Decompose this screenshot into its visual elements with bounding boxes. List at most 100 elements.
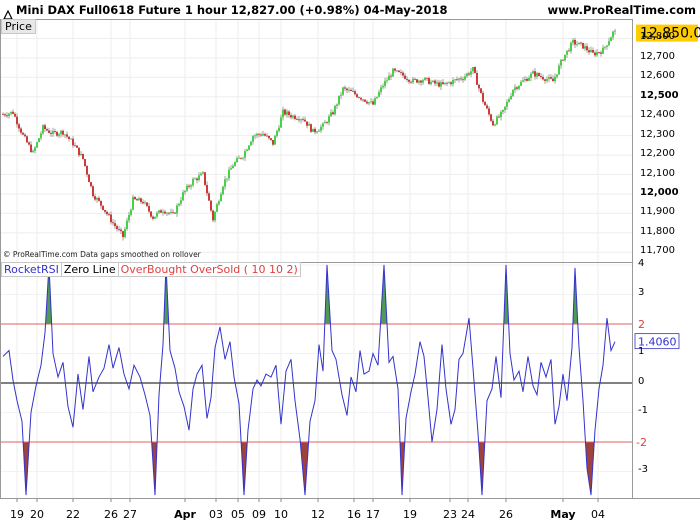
candle-body (280, 117, 282, 128)
candle-body (60, 130, 62, 135)
candle-body (406, 78, 408, 80)
candle-body (554, 76, 556, 82)
candle-body (26, 136, 28, 143)
candle-body (596, 52, 598, 56)
candle-body (178, 203, 180, 206)
x-tick-label: 24 (461, 508, 475, 521)
candle-body (226, 178, 228, 180)
candle-body (334, 105, 336, 115)
candle-body (356, 94, 358, 98)
candle-body (608, 41, 610, 46)
site-link[interactable]: www.ProRealTime.com (547, 3, 696, 17)
candle-body (502, 109, 504, 112)
candle-body (246, 149, 248, 152)
candle-body (590, 49, 592, 53)
oversold-fill (23, 441, 30, 496)
candle-body (72, 138, 74, 146)
data-credit: © ProRealTime.com Data gaps smoothed on … (3, 250, 201, 259)
candle-body (192, 178, 194, 186)
oversold-fill (478, 441, 485, 496)
candle-body (328, 116, 330, 123)
x-tick-label: 10 (274, 508, 288, 521)
candle-body (404, 75, 406, 79)
candle-body (38, 138, 40, 143)
candle-body (172, 211, 174, 213)
candle-body (118, 229, 120, 230)
candle-body (174, 212, 176, 214)
candle-body (416, 79, 418, 83)
price-panel-label[interactable]: Price (1, 19, 36, 34)
candle-body (98, 198, 100, 201)
candle-body (390, 75, 392, 77)
oversold-fill (241, 441, 248, 496)
instrument-icon (3, 5, 13, 20)
candle-body (184, 190, 186, 193)
candle-body (534, 71, 536, 77)
candle-body (290, 115, 292, 118)
candle-body (76, 145, 78, 148)
candle-body (498, 116, 500, 118)
candle-body (42, 125, 44, 134)
candle-body (268, 135, 270, 139)
overbought-tag: 2 (638, 318, 645, 331)
candle-body (194, 178, 196, 180)
candle-body (330, 112, 332, 117)
candle-body (232, 165, 234, 169)
candle-body (520, 81, 522, 86)
candle-body (560, 59, 562, 66)
candle-body (578, 42, 580, 45)
candle-body (142, 201, 144, 204)
candle-body (346, 88, 348, 91)
candle-body (46, 129, 48, 131)
candle-body (154, 216, 156, 219)
candle-body (6, 115, 8, 117)
candle-body (260, 134, 262, 136)
candle-body (108, 214, 110, 215)
price-y-tick: 12,100 (640, 167, 675, 179)
candle-body (582, 42, 584, 49)
candle-body (432, 80, 434, 82)
candle-body (82, 153, 84, 160)
candle-body (430, 81, 432, 85)
candle-body (84, 159, 86, 167)
legend-zero-line[interactable]: Zero Line (60, 263, 118, 276)
candle-body (278, 127, 280, 131)
candle-body (412, 78, 414, 83)
candle-body (302, 119, 304, 121)
candle-body (250, 141, 252, 146)
candle-body (322, 123, 324, 127)
candle-body (352, 91, 354, 92)
candle-body (66, 134, 68, 137)
candle-body (468, 73, 470, 75)
candle-body (204, 172, 206, 185)
x-tick-label: 03 (209, 508, 223, 521)
candle-body (14, 113, 16, 117)
legend-rocketrsi[interactable]: RocketRSI (4, 263, 59, 276)
candle-body (428, 78, 430, 85)
candle-body (576, 44, 578, 46)
rocketrsi-line (2, 264, 616, 496)
candle-body (282, 109, 284, 118)
candle-body (104, 210, 106, 212)
candle-body (212, 210, 214, 221)
candle-body (434, 80, 436, 84)
candle-body (344, 87, 346, 89)
legend-overbought-oversold[interactable]: OverBought OverSold ( 10 10 2) (117, 263, 300, 276)
candle-body (606, 45, 608, 47)
candle-body (562, 59, 564, 61)
oversold-fill (585, 441, 595, 496)
candle-body (148, 206, 150, 212)
candle-body (164, 211, 166, 214)
candle-body (332, 112, 334, 115)
candle-body (124, 229, 126, 238)
indicator-legend[interactable]: RocketRSI Zero Line OverBought OverSold ( … (1, 262, 301, 277)
candle-body (440, 82, 442, 87)
candle-body (422, 80, 424, 83)
candle-body (106, 211, 108, 215)
candle-body (542, 76, 544, 80)
candle-body (140, 198, 142, 202)
candle-body (86, 166, 88, 175)
candle-body (24, 134, 26, 137)
candle-body (44, 125, 46, 130)
title-bar: Mini DAX Full0618 Future 1 hour 12,827.0… (0, 0, 700, 20)
